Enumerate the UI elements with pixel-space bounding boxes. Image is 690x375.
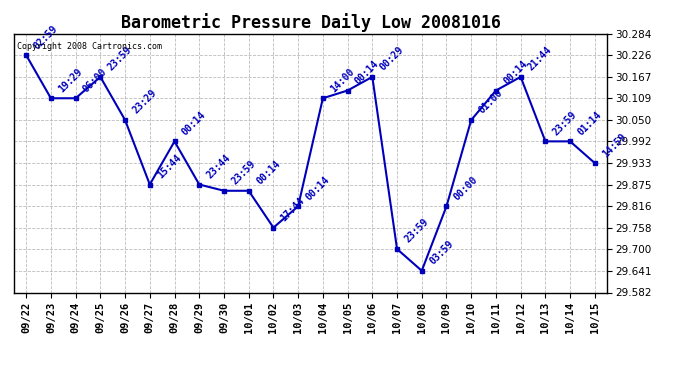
Text: 17:44: 17:44 (279, 196, 307, 223)
Text: 14:00: 14:00 (328, 66, 356, 94)
Text: 06:00: 06:00 (81, 66, 109, 94)
Text: 00:14: 00:14 (353, 58, 381, 86)
Text: 00:14: 00:14 (254, 159, 282, 187)
Text: 01:00: 01:00 (477, 88, 504, 116)
Text: 00:29: 00:29 (378, 45, 406, 73)
Text: 02:59: 02:59 (32, 23, 59, 51)
Text: 00:14: 00:14 (502, 58, 529, 86)
Text: 15:44: 15:44 (155, 153, 183, 180)
Text: 03:59: 03:59 (427, 239, 455, 267)
Text: Copyright 2008 Cartronics.com: Copyright 2008 Cartronics.com (17, 42, 161, 51)
Text: 14:59: 14:59 (600, 131, 628, 159)
Text: 19:29: 19:29 (57, 66, 84, 94)
Text: 23:59: 23:59 (551, 110, 579, 137)
Text: 23:44: 23:44 (205, 153, 233, 180)
Text: 23:59: 23:59 (106, 45, 134, 73)
Text: 00:00: 00:00 (452, 174, 480, 202)
Text: 01:14: 01:14 (575, 110, 604, 137)
Text: 00:14: 00:14 (304, 174, 331, 202)
Text: 00:14: 00:14 (180, 110, 208, 137)
Text: 23:59: 23:59 (402, 217, 431, 245)
Title: Barometric Pressure Daily Low 20081016: Barometric Pressure Daily Low 20081016 (121, 13, 500, 32)
Text: 23:29: 23:29 (130, 88, 159, 116)
Text: 21:44: 21:44 (526, 45, 554, 73)
Text: 23:59: 23:59 (230, 159, 257, 187)
